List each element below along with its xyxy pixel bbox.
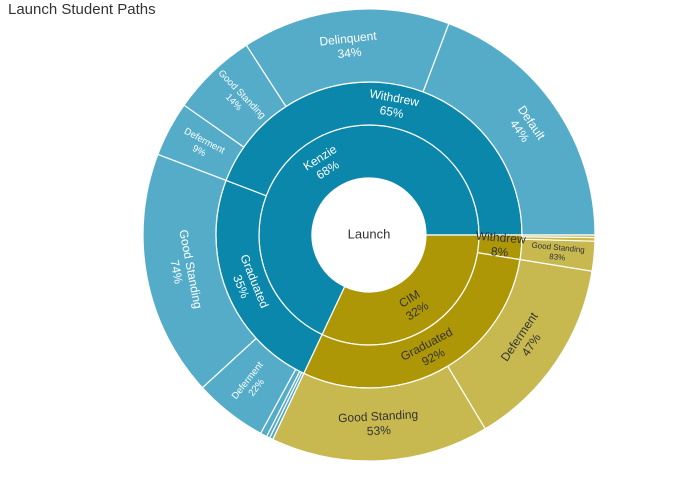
chart-title: Launch Student Paths [8, 1, 156, 18]
root-label: Launch [348, 226, 391, 241]
value-cim-1-graduated-0-good-standing-0: 53% [367, 423, 392, 438]
root-segment-launch[interactable] [312, 178, 426, 292]
value-cim-1-withdrew-1-good-standing-0: 83% [549, 252, 566, 262]
value-kenzie-0-withdrew-0: 65% [379, 103, 405, 121]
label-cim-1-graduated-0-good-standing-0: Good Standing [338, 407, 419, 425]
label-cim-1-withdrew-1: Withdrew [475, 229, 526, 247]
label-kenzie-0-withdrew-0-delinquent-1: Delinquent [319, 29, 378, 49]
value-kenzie-0-graduated-1-good-standing-0: 74% [167, 259, 185, 286]
value-kenzie-0-withdrew-0-delinquent-1: 34% [337, 45, 363, 62]
value-cim-1-withdrew-1: 8% [490, 244, 509, 259]
segment-cim-1-withdrew-1-unlabeled-2[interactable] [521, 234, 596, 239]
sunburst-segments [142, 8, 596, 462]
